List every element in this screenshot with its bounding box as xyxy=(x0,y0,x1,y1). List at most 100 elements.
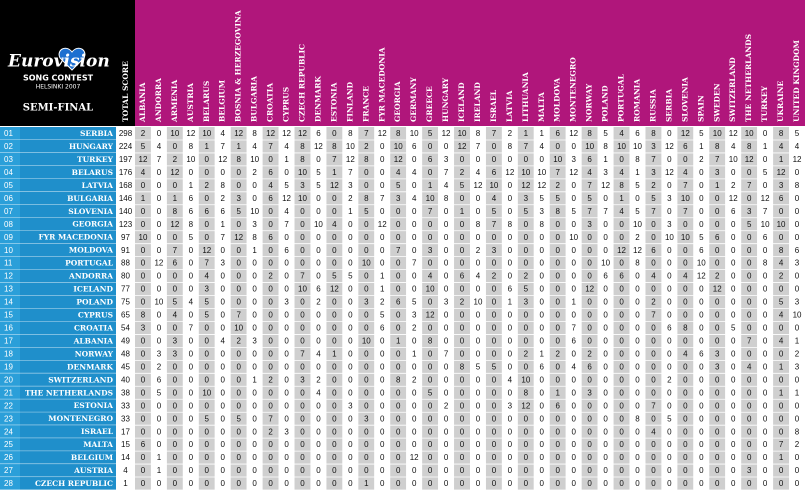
vote-cell: 0 xyxy=(476,194,481,203)
vote-cell: 0 xyxy=(396,401,401,410)
vote-cell: 0 xyxy=(763,375,768,384)
vote-cell: 1 xyxy=(715,181,720,190)
vote-cell: 0 xyxy=(731,311,736,320)
vote-cell: 0 xyxy=(380,427,385,436)
rank: 19 xyxy=(4,362,13,371)
vote-cell: 0 xyxy=(236,440,241,449)
vote-cell: 8 xyxy=(396,375,401,384)
vote-cell: 10 xyxy=(569,233,578,242)
vote-cell: 5 xyxy=(763,168,768,177)
vote-cell: 0 xyxy=(428,349,433,358)
vote-cell: 0 xyxy=(540,414,545,423)
vote-cell: 0 xyxy=(651,440,656,449)
vote-cell: 0 xyxy=(492,401,497,410)
vote-cell: 0 xyxy=(524,362,529,371)
vote-cell: 4 xyxy=(444,181,449,190)
heart-icon xyxy=(58,47,86,71)
vote-cell: 5 xyxy=(524,285,529,294)
vote-cell: 0 xyxy=(763,155,768,164)
vote-cell: 0 xyxy=(348,362,353,371)
country-cell xyxy=(20,477,116,490)
rank: 11 xyxy=(4,259,13,268)
vote-cell: 3 xyxy=(524,194,529,203)
vote-cell: 0 xyxy=(412,401,417,410)
vote-cell: 0 xyxy=(348,440,353,449)
vote-cell: 0 xyxy=(364,375,369,384)
vote-cell: 12 xyxy=(170,220,179,229)
vote-cell: 7 xyxy=(268,414,273,423)
vote-cell: 0 xyxy=(779,466,784,475)
vote-cell: 0 xyxy=(412,440,417,449)
vote-cell: 0 xyxy=(508,362,513,371)
vote-cell: 0 xyxy=(141,453,146,462)
vote-cell: 5 xyxy=(651,194,656,203)
vote-cell: 12 xyxy=(521,181,530,190)
vote-cell: 4 xyxy=(571,362,576,371)
total-cell xyxy=(116,451,135,465)
vote-cell: 5 xyxy=(603,129,608,138)
vote-cell: 0 xyxy=(619,362,624,371)
rank: 02 xyxy=(4,142,13,151)
vote-cell: 0 xyxy=(412,479,417,488)
vote-cell: 0 xyxy=(236,181,241,190)
column-header: THE NETHERLANDS xyxy=(744,34,753,122)
vote-cell: 0 xyxy=(173,285,178,294)
vote-cell: 0 xyxy=(252,362,257,371)
vote-cell: 0 xyxy=(683,311,688,320)
vote-cell: 0 xyxy=(635,362,640,371)
vote-cell: 10 xyxy=(154,298,163,307)
column-header: BELGIUM xyxy=(218,80,227,122)
vote-cell: 0 xyxy=(508,414,513,423)
rank: 24 xyxy=(4,427,13,436)
vote-cell: 0 xyxy=(332,259,337,268)
vote-cell: 0 xyxy=(380,259,385,268)
total-cell xyxy=(116,438,135,452)
vote-cell: 3 xyxy=(571,155,576,164)
vote-cell: 0 xyxy=(571,375,576,384)
vote-cell: 0 xyxy=(412,427,417,436)
vote-cell: 0 xyxy=(141,401,146,410)
vote-cell: 7 xyxy=(651,311,656,320)
vote-cell: 0 xyxy=(635,466,640,475)
vote-cell: 8 xyxy=(683,324,688,333)
country-name: BULGARIA xyxy=(67,194,113,203)
vote-cell: 5 xyxy=(348,272,353,281)
vote-cell: 8 xyxy=(763,259,768,268)
vote-cell: 0 xyxy=(524,479,529,488)
total-score: 49 xyxy=(121,337,130,346)
vote-cell: 4 xyxy=(587,168,592,177)
vote-cell: 0 xyxy=(731,349,736,358)
vote-cell: 12 xyxy=(585,285,594,294)
vote-cell: 0 xyxy=(189,427,194,436)
vote-cell: 0 xyxy=(364,168,369,177)
vote-cell: 6 xyxy=(556,401,561,410)
vote-cell: 0 xyxy=(619,440,624,449)
vote-cell: 0 xyxy=(412,220,417,229)
vote-cell: 6 xyxy=(460,272,465,281)
vote-cell: 3 xyxy=(747,207,752,216)
vote-cell: 6 xyxy=(268,194,273,203)
vote-cell: 8 xyxy=(747,142,752,151)
vote-cell: 4 xyxy=(157,142,162,151)
total-cell xyxy=(116,334,135,348)
vote-cell: 0 xyxy=(348,311,353,320)
country-cell xyxy=(20,360,116,374)
vote-cell: 12 xyxy=(346,155,355,164)
vote-cell: 0 xyxy=(221,311,226,320)
vote-cell: 4 xyxy=(476,168,481,177)
vote-cell: 2 xyxy=(236,337,241,346)
vote-cell: 8 xyxy=(444,194,449,203)
vote-cell: 0 xyxy=(221,298,226,307)
total-cell xyxy=(116,282,135,296)
vote-cell: 0 xyxy=(763,311,768,320)
vote-cell: 12 xyxy=(633,246,642,255)
vote-cell: 0 xyxy=(747,259,752,268)
vote-cell: 0 xyxy=(747,349,752,358)
vote-cell: 0 xyxy=(779,285,784,294)
vote-cell: 0 xyxy=(651,414,656,423)
rank-cell xyxy=(0,464,20,478)
vote-cell: 0 xyxy=(556,259,561,268)
vote-cell: 0 xyxy=(252,466,257,475)
vote-cell: 0 xyxy=(651,466,656,475)
vote-cell: 0 xyxy=(364,324,369,333)
